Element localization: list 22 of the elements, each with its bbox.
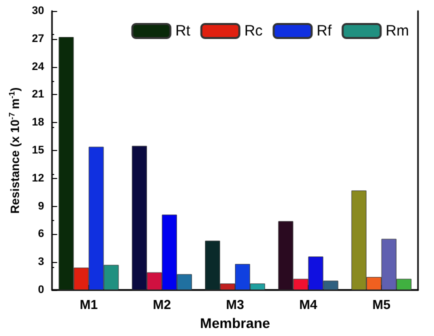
x-tick-label: M2: [152, 297, 171, 312]
y-tick-label: 24: [32, 60, 46, 73]
y-tick-label: 18: [32, 116, 44, 129]
y-tick-label: 30: [32, 5, 44, 17]
y-tick-label: 12: [32, 172, 44, 184]
y-tick-label: 6: [38, 228, 44, 240]
y-tick-label: 15: [32, 144, 44, 156]
y-axis-title: Resistance (x 10-7 m-1): [8, 87, 22, 214]
x-tick-label: M4: [299, 297, 318, 312]
y-tick-label: 3: [38, 256, 44, 268]
legend-label: Rf: [316, 22, 333, 40]
legend-label: Rc: [244, 22, 264, 40]
x-axis-title: Membrane: [200, 314, 270, 331]
legend-label: Rt: [175, 22, 192, 40]
x-tick-label: M3: [226, 297, 244, 312]
legend-label: Rm: [386, 22, 409, 40]
y-tick-label: 9: [38, 200, 44, 212]
x-tick-label: M1: [80, 297, 98, 312]
x-tick-label: M5: [372, 297, 390, 312]
y-tick-label: 27: [32, 32, 44, 45]
y-tick-label: 21: [32, 88, 44, 101]
y-tick-label: 0: [38, 284, 44, 296]
